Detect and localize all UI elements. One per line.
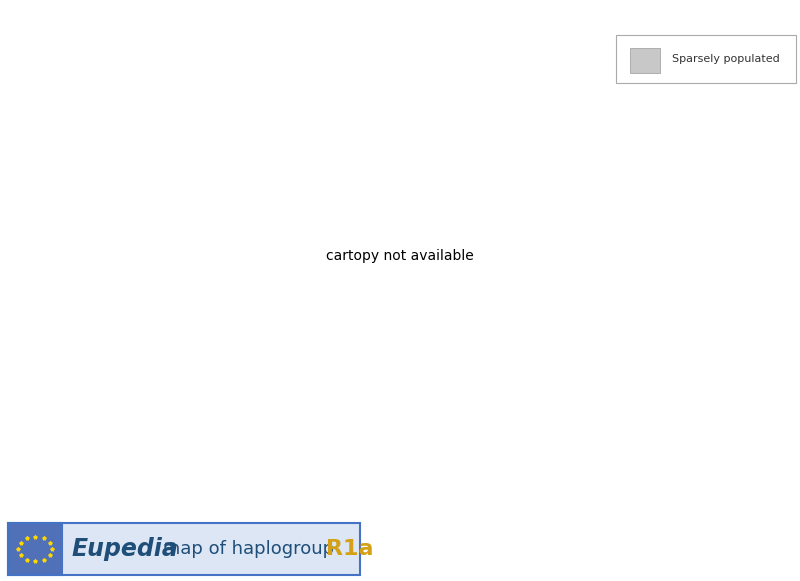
Text: cartopy not available: cartopy not available [326, 249, 474, 263]
Bar [8, 523, 360, 575]
Bar [630, 48, 660, 73]
Text: Eupedia: Eupedia [72, 537, 179, 561]
Text: Sparsely populated: Sparsely populated [672, 53, 780, 64]
Text: R1a: R1a [326, 539, 374, 559]
Text: map of haplogroup: map of haplogroup [157, 540, 340, 558]
FancyBboxPatch shape [616, 35, 796, 83]
Bar [8, 523, 62, 575]
